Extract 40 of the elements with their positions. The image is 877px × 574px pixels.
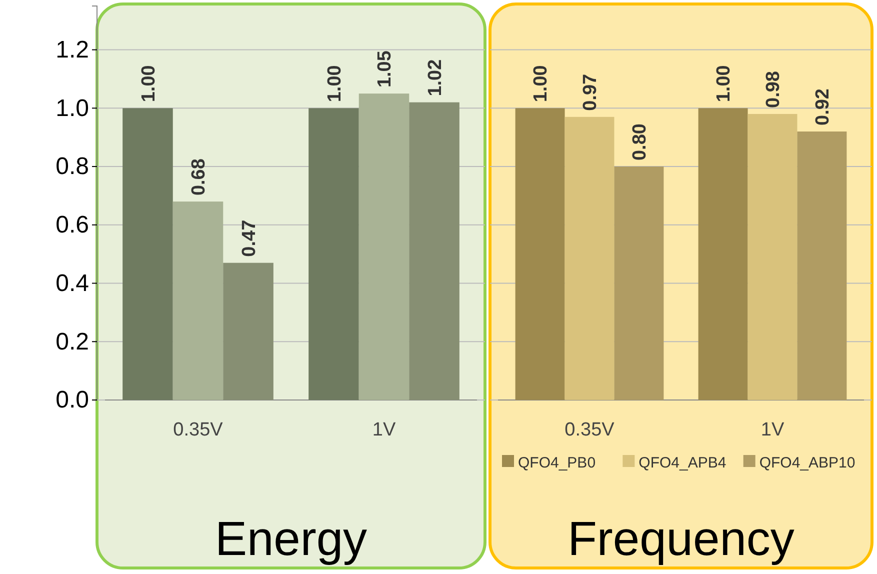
x-tick-label: 0.35V xyxy=(173,419,224,440)
legend-label: QFO4_APB4 xyxy=(638,454,726,472)
legend-label: QFO4_ABP10 xyxy=(759,454,856,472)
bar xyxy=(223,262,274,400)
bar xyxy=(515,108,565,400)
y-tick-label: 0.4 xyxy=(56,270,89,297)
data-label: 1.00 xyxy=(324,65,346,102)
data-label: 0.68 xyxy=(188,158,210,196)
y-tick-label: 0.2 xyxy=(56,328,89,356)
bar xyxy=(797,131,847,400)
bar xyxy=(308,108,359,400)
x-tick-label: 1V xyxy=(760,419,784,440)
y-tick-label: 0.6 xyxy=(56,212,89,239)
data-label: 0.47 xyxy=(238,220,260,257)
bar xyxy=(748,114,798,400)
data-label: 1.00 xyxy=(138,65,160,102)
y-tick-label: 1.2 xyxy=(56,36,89,64)
bar xyxy=(564,116,614,400)
bar xyxy=(614,166,664,400)
data-label: 0.98 xyxy=(763,71,784,108)
bar xyxy=(409,102,460,400)
data-label: 1.05 xyxy=(374,50,396,88)
y-tick-label: 0.8 xyxy=(56,153,89,180)
data-label: 0.80 xyxy=(630,124,651,161)
data-label: 1.02 xyxy=(424,59,446,96)
x-axis-title: Frequency xyxy=(568,513,794,566)
x-tick-label: 1V xyxy=(372,419,396,440)
bar xyxy=(698,108,748,400)
x-tick-label: 0.35V xyxy=(564,419,615,440)
y-tick-label: 1.0 xyxy=(56,94,89,122)
bar xyxy=(358,94,410,400)
y-tick-label: 0.0 xyxy=(56,386,89,414)
data-label: 1.00 xyxy=(714,65,735,102)
x-axis-title: Energy xyxy=(214,513,368,566)
bar xyxy=(172,202,224,400)
data-label: 0.92 xyxy=(812,88,834,126)
data-label: 1.00 xyxy=(530,65,552,102)
legend-label: QFO4_PB0 xyxy=(518,454,596,472)
data-label: 0.97 xyxy=(580,74,602,111)
bar xyxy=(122,108,173,400)
